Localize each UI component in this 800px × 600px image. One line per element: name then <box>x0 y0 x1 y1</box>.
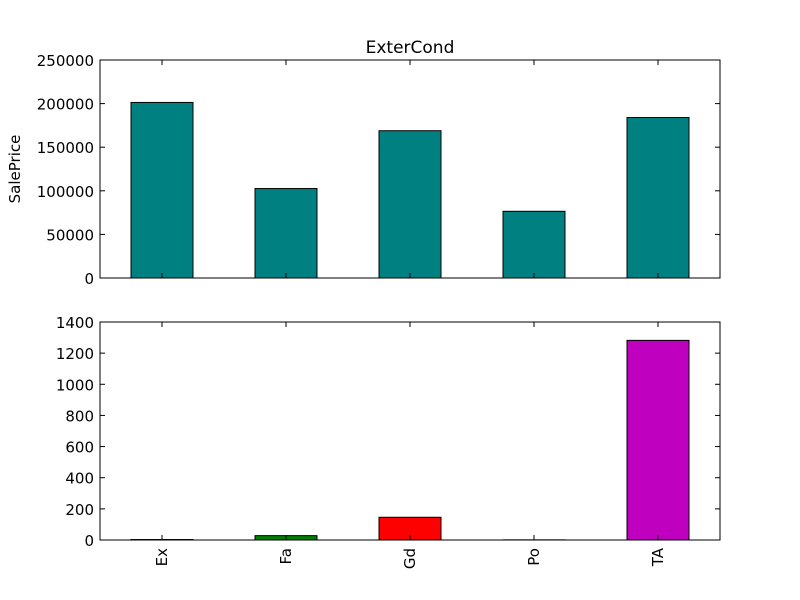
x-tick-label: Fa <box>277 548 295 564</box>
saleprice-chart: ExterCond SalePrice 0 50000 100000 150000 20… <box>6 38 721 288</box>
y-tick-label: 200 <box>65 501 94 519</box>
bar-gd <box>378 130 442 279</box>
x-axis-tick-labels: Ex Fa Gd Po TA <box>153 547 667 569</box>
bar-fa <box>254 188 318 279</box>
y-axis-ticks: 0 200 400 600 800 1000 1200 1400 <box>56 314 720 550</box>
plot-frame <box>99 59 721 279</box>
chart-title: ExterCond <box>366 38 455 58</box>
x-tick-label: Ex <box>153 548 171 566</box>
y-tick-label: 400 <box>65 470 94 488</box>
bars-group <box>130 339 690 541</box>
y-tick-label: 250000 <box>37 52 94 70</box>
y-tick-label: 200000 <box>37 96 94 114</box>
x-axis-ticks <box>161 60 659 278</box>
y-tick-label: 0 <box>84 270 94 288</box>
y-tick-label: 800 <box>65 407 94 425</box>
y-tick-label: 50000 <box>46 226 94 244</box>
bar-ta <box>626 339 690 541</box>
x-tick-label: Po <box>525 548 543 566</box>
x-tick-label: TA <box>649 547 667 567</box>
y-axis-label: SalePrice <box>6 135 24 204</box>
bar-po <box>502 210 566 279</box>
y-tick-label: 1000 <box>56 376 94 394</box>
y-tick-label: 600 <box>65 439 94 457</box>
y-axis-ticks: 0 50000 100000 150000 200000 250000 <box>37 52 720 288</box>
y-tick-label: 150000 <box>37 139 94 157</box>
y-tick-label: 0 <box>84 532 94 550</box>
bar-ta <box>626 117 690 279</box>
x-axis-ticks <box>161 322 659 540</box>
y-tick-label: 1400 <box>56 314 94 332</box>
bar-ex <box>130 101 194 279</box>
y-tick-label: 1200 <box>56 345 94 363</box>
plot-frame <box>99 321 721 541</box>
y-tick-label: 100000 <box>37 183 94 201</box>
x-tick-label: Gd <box>401 548 419 569</box>
bars-group <box>130 101 690 279</box>
count-chart: 0 200 400 600 800 1000 1200 1400 Ex Fa Gd Po TA <box>56 314 721 569</box>
